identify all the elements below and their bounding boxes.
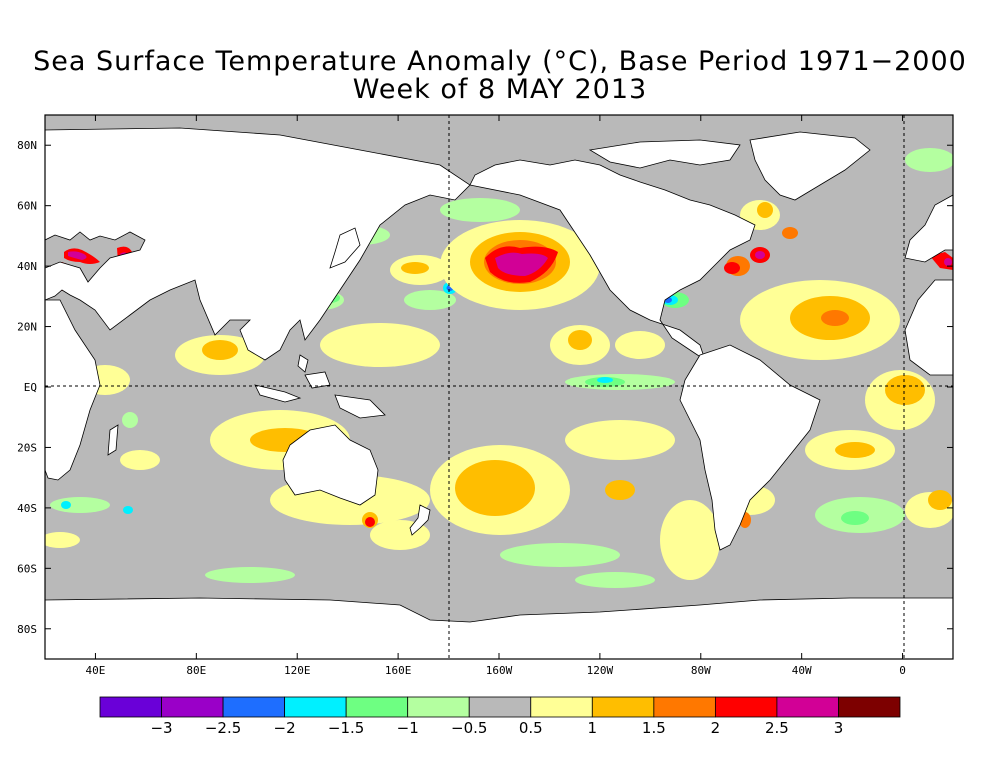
colorbar-label: −2.5 <box>205 719 241 737</box>
landmass-africa <box>45 299 101 481</box>
landmass-canadian-arctic <box>588 139 741 169</box>
colorbar-swatch <box>222 696 286 718</box>
lat-tick-label: 20N <box>17 321 37 334</box>
lat-tick-label: 20S <box>17 441 37 454</box>
lon-tick-label: 120W <box>587 664 614 677</box>
colorbar-swatch <box>714 696 778 718</box>
landmass-new-zealand <box>409 504 431 536</box>
latitude-axis: 80N 60N 40N 20N EQ 20S 40S 60S 80S <box>17 139 953 636</box>
lon-tick-label: 80W <box>691 664 711 677</box>
colorbar-label: −3 <box>150 719 172 737</box>
colorbar-label: −2 <box>274 719 296 737</box>
lon-tick-label: 40W <box>792 664 812 677</box>
land-masses <box>45 127 953 659</box>
lat-tick-label: 60N <box>17 200 37 213</box>
colorbar-label: −1 <box>397 719 419 737</box>
lat-tick-label: 40S <box>17 502 37 515</box>
map-title: Sea Surface Temperature Anomaly (°C), Ba… <box>33 46 967 77</box>
landmass-australia <box>282 424 379 506</box>
colorbar-swatch <box>838 696 901 718</box>
colorbar-label: 1 <box>588 719 598 737</box>
lat-tick-label: 80N <box>17 139 37 152</box>
colorbar-label: 2.5 <box>765 719 789 737</box>
map-subtitle: Week of 8 MAY 2013 <box>352 74 648 105</box>
lat-tick-label: EQ <box>24 381 37 394</box>
lat-tick-label: 40N <box>17 260 37 273</box>
colorbar-label: 1.5 <box>642 719 666 737</box>
landmass-africa-west <box>904 279 953 376</box>
landmass-eurasia <box>45 127 471 361</box>
landmass-greenland <box>749 131 871 201</box>
colorbar-swatch <box>284 696 347 718</box>
colorbar-swatch <box>161 696 224 718</box>
colorbar-swatch <box>530 696 593 718</box>
colorbar-label: −1.5 <box>328 719 364 737</box>
colorbar-label: 2 <box>711 719 721 737</box>
colorbar: −3 −2.5 −2 −1.5 −1 −0.5 0.5 1 1.5 2 2.5 3 <box>99 696 901 737</box>
colorbar-label: −0.5 <box>451 719 487 737</box>
colorbar-swatch <box>407 696 470 718</box>
lon-tick-label: 80E <box>186 664 206 677</box>
colorbar-label: 3 <box>834 719 844 737</box>
colorbar-swatch <box>776 696 839 718</box>
colorbar-swatch <box>653 696 716 718</box>
landmass-antarctica <box>45 597 953 659</box>
lon-tick-label: 0 <box>899 664 906 677</box>
landmass-indonesia <box>254 384 302 403</box>
landmass-europe-west <box>904 194 953 263</box>
colorbar-swatch <box>468 696 532 718</box>
map-plot-area <box>45 115 953 659</box>
lon-tick-label: 160E <box>385 664 412 677</box>
lon-tick-label: 40E <box>86 664 106 677</box>
colorbar-swatch <box>591 696 655 718</box>
landmass-japan <box>329 227 361 269</box>
longitude-axis: 40E 80E 120E 160E 160W 120W 80W 40W 0 <box>86 115 906 677</box>
colorbar-label: 0.5 <box>519 719 543 737</box>
colorbar-swatch <box>345 696 409 718</box>
reference-lines <box>45 115 953 659</box>
landmass-north-america <box>469 159 756 361</box>
lat-tick-label: 60S <box>17 562 37 575</box>
colorbar-swatch <box>99 696 162 718</box>
landmass-south-america <box>679 344 821 551</box>
lon-tick-label: 160W <box>486 664 513 677</box>
lon-tick-label: 120E <box>284 664 311 677</box>
lat-tick-label: 80S <box>17 623 37 636</box>
landmass-madagascar <box>107 424 119 456</box>
